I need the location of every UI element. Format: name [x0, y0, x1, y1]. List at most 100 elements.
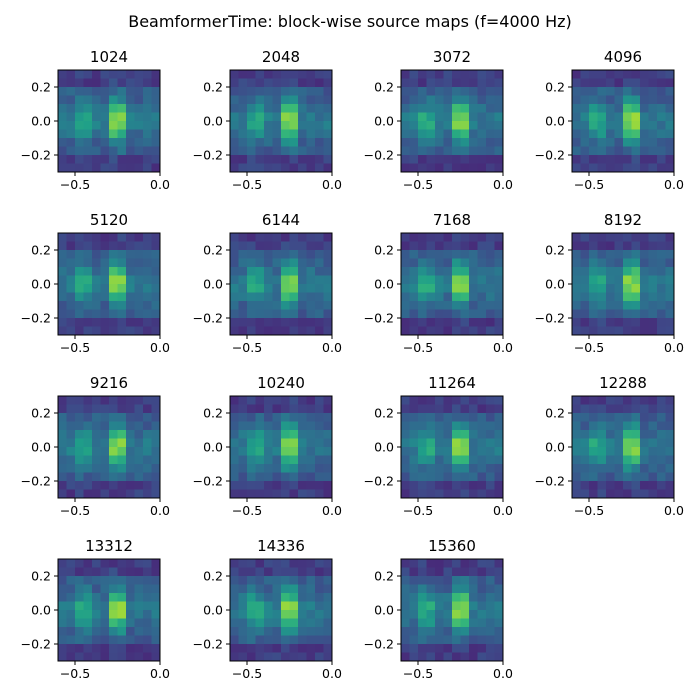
- heatmap-cell: [247, 70, 256, 79]
- heatmap-cell: [289, 618, 299, 628]
- heatmap-cell: [486, 404, 495, 414]
- heatmap-cell: [606, 472, 615, 482]
- heatmap-cell: [151, 618, 161, 628]
- heatmap-cell: [657, 309, 666, 319]
- heatmap-cell: [426, 87, 436, 96]
- heatmap-cell: [83, 438, 93, 448]
- heatmap-cell: [306, 309, 316, 319]
- heatmap-cell: [640, 112, 649, 122]
- heatmap-cell: [452, 610, 461, 619]
- heatmap-cell: [134, 576, 144, 585]
- heatmap-cell: [92, 70, 101, 79]
- heatmap-cell: [109, 70, 118, 79]
- y-tick-label: 0.0: [203, 114, 223, 129]
- heatmap-cell: [289, 87, 299, 96]
- heatmap-cell: [238, 241, 248, 251]
- heatmap-cell: [143, 489, 152, 499]
- heatmap-cell: [452, 309, 461, 319]
- heatmap-cell: [109, 652, 118, 662]
- heatmap-cell: [134, 112, 144, 122]
- heatmap-cell: [469, 241, 478, 251]
- heatmap-cell: [298, 430, 307, 439]
- heatmap-cell: [281, 95, 290, 105]
- heatmap-cell: [281, 326, 290, 336]
- heatmap-cell: [640, 421, 649, 431]
- heatmap-cell: [281, 610, 290, 619]
- heatmap-cell: [92, 644, 101, 653]
- heatmap-cell: [426, 413, 436, 422]
- heatmap-cell: [494, 250, 504, 259]
- heatmap-cell: [143, 275, 152, 285]
- heatmap-cell: [255, 309, 265, 319]
- heatmap-cell: [109, 644, 118, 653]
- heatmap-cell: [614, 87, 624, 96]
- heatmap-cell: [298, 464, 307, 473]
- heatmap-cell: [117, 559, 127, 568]
- heatmap-cell: [486, 301, 495, 310]
- heatmap-cell: [443, 455, 453, 465]
- heatmap-cell: [623, 138, 632, 147]
- heatmap-cell: [247, 95, 256, 105]
- heatmap-cell: [83, 129, 93, 139]
- heatmap-cell: [298, 652, 307, 662]
- heatmap-cell: [409, 284, 419, 293]
- heatmap-cell: [92, 301, 101, 310]
- heatmap-cell: [648, 489, 658, 499]
- heatmap-cell: [126, 301, 135, 310]
- heatmap-cell: [418, 267, 427, 276]
- heatmap-cell: [264, 396, 273, 405]
- heatmap-cell: [460, 396, 470, 405]
- heatmap-cell: [264, 601, 273, 611]
- heatmap-cell: [614, 318, 624, 327]
- heatmap-cell: [460, 413, 470, 422]
- heatmap-cell: [151, 138, 161, 147]
- heatmap-cell: [289, 447, 299, 456]
- heatmap-cell: [306, 326, 316, 336]
- heatmap-cell: [409, 301, 419, 310]
- heatmap-cell: [477, 455, 487, 465]
- heatmap-cell: [230, 472, 239, 482]
- heatmap-cell: [117, 87, 127, 96]
- heatmap-cell: [486, 241, 495, 251]
- heatmap-cell: [100, 601, 110, 611]
- heatmap-cell: [66, 326, 76, 336]
- heatmap-cell: [117, 421, 127, 431]
- heatmap-cell: [151, 233, 161, 242]
- heatmap-cell: [418, 652, 427, 662]
- heatmap-cell: [435, 70, 444, 79]
- heatmap-cell: [409, 652, 419, 662]
- heatmap-cell: [418, 318, 427, 327]
- heatmap-cell: [289, 129, 299, 139]
- heatmap-cell: [306, 404, 316, 414]
- heatmap-cell: [486, 438, 495, 448]
- heatmap-cell: [572, 121, 581, 130]
- heatmap-cell: [134, 584, 144, 594]
- heatmap-cell: [289, 309, 299, 319]
- heatmap-cell: [58, 70, 67, 79]
- heatmap-cell: [238, 104, 248, 113]
- heatmap-cell: [623, 464, 632, 473]
- heatmap-cell: [255, 121, 265, 130]
- heatmap-cell: [247, 652, 256, 662]
- heatmap-cell: [272, 70, 282, 79]
- heatmap-cell: [92, 635, 101, 645]
- heatmap-cell: [657, 267, 666, 276]
- heatmap-cell: [631, 396, 641, 405]
- heatmap-cell: [264, 112, 273, 122]
- heatmap-cell: [435, 95, 444, 105]
- heatmap-cell: [323, 233, 333, 242]
- heatmap-cell: [580, 233, 590, 242]
- heatmap-cell: [469, 95, 478, 105]
- heatmap-cell: [58, 447, 67, 456]
- heatmap-cell: [426, 258, 436, 268]
- heatmap-cell: [143, 584, 152, 594]
- heatmap-cell: [657, 233, 666, 242]
- suptitle: BeamformerTime: block-wise source maps (…: [128, 12, 572, 31]
- heatmap-cell: [486, 481, 495, 490]
- heatmap-cell: [323, 644, 333, 653]
- heatmap-cell: [134, 70, 144, 79]
- heatmap-cell: [238, 601, 248, 611]
- y-tick-label: −0.2: [21, 637, 51, 652]
- heatmap-cell: [238, 326, 248, 336]
- heatmap-cell: [572, 78, 581, 88]
